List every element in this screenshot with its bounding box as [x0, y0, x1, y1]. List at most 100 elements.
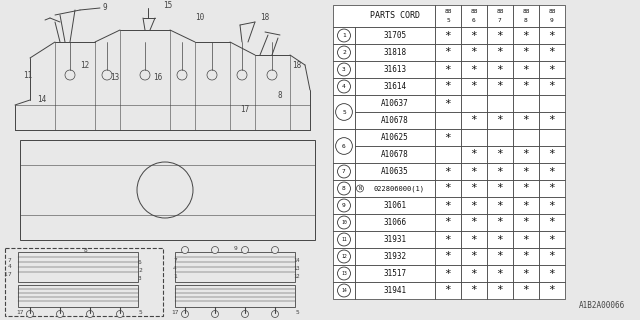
Bar [539, 180, 565, 197]
Circle shape [335, 138, 353, 154]
Text: *: * [470, 116, 477, 125]
Text: 31941: 31941 [383, 286, 406, 295]
Text: 3: 3 [342, 67, 346, 72]
Text: *: * [523, 116, 529, 125]
Text: 5: 5 [342, 109, 346, 115]
Text: *: * [523, 82, 529, 92]
Bar [487, 265, 513, 282]
Text: *: * [470, 149, 477, 159]
Bar [333, 180, 355, 197]
Bar [18, 252, 138, 282]
Bar [539, 112, 565, 129]
Bar [487, 146, 513, 163]
Bar [513, 112, 539, 129]
Text: 12: 12 [81, 60, 90, 69]
Text: *: * [445, 235, 451, 244]
Circle shape [337, 233, 351, 246]
Text: *: * [497, 218, 504, 228]
Text: *: * [548, 218, 556, 228]
Text: *: * [445, 132, 451, 142]
Text: 16: 16 [154, 74, 163, 83]
Text: *: * [470, 65, 477, 75]
Bar [355, 163, 435, 180]
Bar [487, 27, 513, 44]
Text: *: * [497, 47, 504, 58]
Text: *: * [548, 82, 556, 92]
Text: 5: 5 [295, 309, 299, 315]
Bar [539, 78, 565, 95]
Text: *: * [523, 218, 529, 228]
Bar [355, 95, 435, 112]
Bar [175, 285, 295, 307]
Bar [333, 214, 355, 231]
Text: *: * [548, 285, 556, 295]
Circle shape [337, 267, 351, 280]
Circle shape [26, 310, 33, 317]
Text: 8: 8 [83, 247, 87, 252]
Text: *: * [497, 268, 504, 278]
Circle shape [237, 70, 247, 80]
Text: 2: 2 [138, 268, 142, 273]
Text: 31932: 31932 [383, 252, 406, 261]
Bar [487, 180, 513, 197]
Bar [539, 61, 565, 78]
Bar [461, 282, 487, 299]
Bar [333, 5, 435, 27]
Text: *: * [523, 201, 529, 211]
Text: *: * [445, 268, 451, 278]
Text: 31931: 31931 [383, 235, 406, 244]
Text: *: * [497, 65, 504, 75]
Bar [539, 146, 565, 163]
Text: 3: 3 [138, 276, 142, 281]
Bar [355, 197, 435, 214]
Bar [487, 95, 513, 112]
Text: *: * [548, 166, 556, 177]
Text: N: N [358, 186, 362, 191]
Text: A10635: A10635 [381, 167, 409, 176]
Text: 11: 11 [341, 237, 347, 242]
Circle shape [65, 70, 75, 80]
Bar [333, 95, 355, 129]
Bar [355, 44, 435, 61]
Bar [487, 163, 513, 180]
Bar [513, 61, 539, 78]
Text: *: * [523, 285, 529, 295]
Bar [487, 282, 513, 299]
Text: 88: 88 [548, 9, 556, 14]
Bar [435, 214, 461, 231]
Text: 4: 4 [173, 266, 177, 270]
Text: 6: 6 [472, 18, 476, 23]
Text: 18: 18 [260, 13, 269, 22]
Text: 9: 9 [233, 245, 237, 251]
Bar [435, 197, 461, 214]
Bar [513, 146, 539, 163]
Text: *: * [548, 116, 556, 125]
Bar [513, 95, 539, 112]
Circle shape [337, 63, 351, 76]
Bar [539, 197, 565, 214]
Bar [333, 61, 355, 78]
Text: *: * [523, 47, 529, 58]
Bar [513, 44, 539, 61]
Bar [333, 129, 355, 163]
Text: *: * [445, 99, 451, 108]
Text: *: * [523, 235, 529, 244]
Text: 15: 15 [163, 2, 173, 11]
Circle shape [116, 310, 124, 317]
Text: 4: 4 [8, 265, 12, 269]
Bar [513, 5, 539, 27]
Bar [435, 129, 461, 146]
Text: *: * [445, 201, 451, 211]
Bar [435, 180, 461, 197]
Bar [435, 163, 461, 180]
Text: *: * [548, 30, 556, 41]
Circle shape [211, 310, 218, 317]
Bar [487, 214, 513, 231]
Text: 7: 7 [342, 169, 346, 174]
Bar [539, 27, 565, 44]
Bar [333, 282, 355, 299]
Bar [513, 180, 539, 197]
Bar [461, 44, 487, 61]
Text: 9: 9 [342, 203, 346, 208]
Bar [539, 95, 565, 112]
